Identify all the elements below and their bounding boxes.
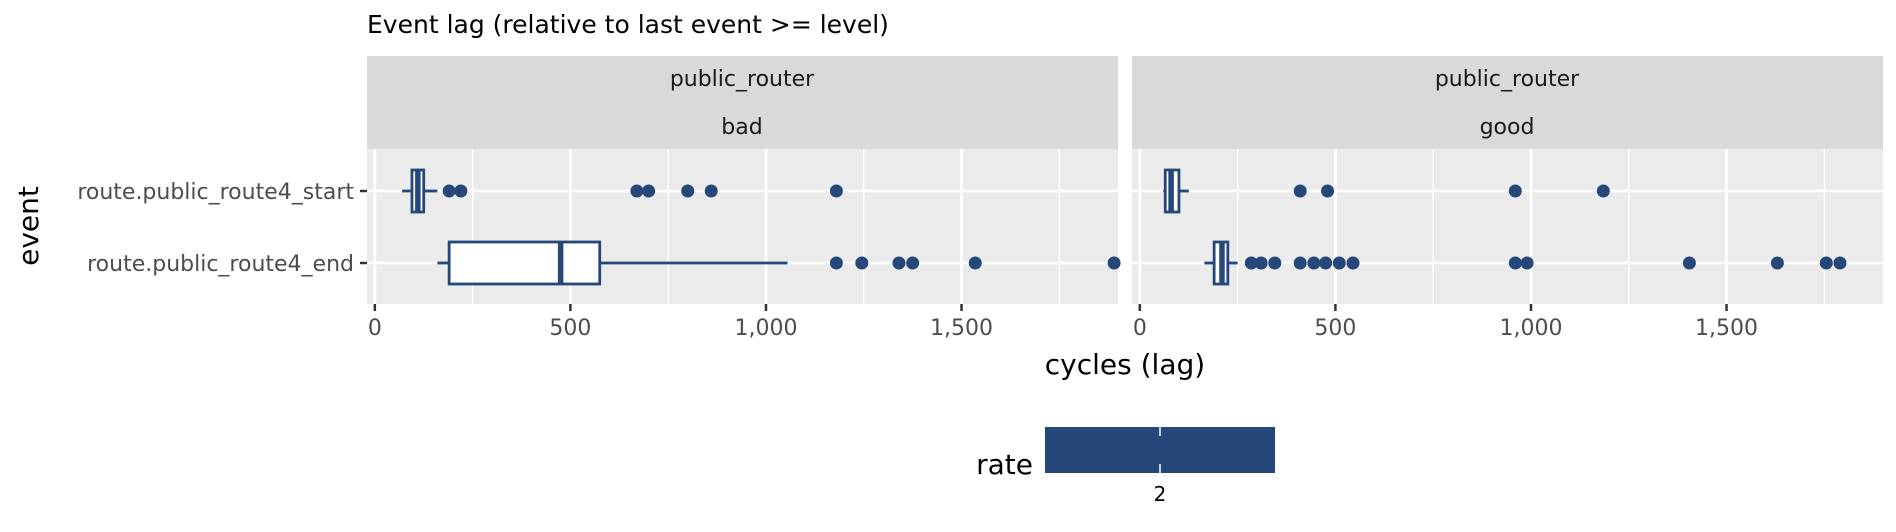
outlier-point	[1819, 256, 1833, 270]
outlier-point	[829, 256, 843, 270]
x-tick-label: 1,500	[930, 316, 993, 341]
x-axis: 0 500 1,000 1,500 0 500 1,000 1,500	[368, 304, 1758, 341]
y-axis-title: event	[12, 186, 45, 266]
outlier-point	[1508, 256, 1522, 270]
x-tick-label: 1,000	[734, 316, 797, 341]
facet-strip-label-rate: good	[1480, 115, 1535, 140]
outlier-point	[681, 184, 695, 198]
outlier-point	[630, 184, 644, 198]
outlier-point	[1293, 184, 1307, 198]
x-tick-label: 0	[368, 316, 382, 341]
x-axis-title: cycles (lag)	[1045, 348, 1205, 381]
box-iqr	[447, 240, 602, 286]
outlier-point	[1307, 256, 1321, 270]
outlier-point	[906, 256, 920, 270]
x-tick-label: 500	[1314, 316, 1356, 341]
outlier-point	[442, 184, 456, 198]
outlier-point	[1321, 184, 1335, 198]
outlier-point	[1319, 256, 1333, 270]
outlier-point	[1770, 256, 1784, 270]
outlier-point	[1107, 256, 1121, 270]
legend-label: 2	[1154, 482, 1167, 506]
outlier-point	[1293, 256, 1307, 270]
outlier-point	[704, 184, 718, 198]
legend: rate 2	[976, 427, 1275, 506]
x-tick-label: 0	[1133, 316, 1147, 341]
facet-strip-bad	[367, 56, 1118, 149]
chart-title: Event lag (relative to last event >= lev…	[367, 10, 889, 39]
y-tick-label: route.public_route4_start	[77, 180, 354, 205]
facet-strip-label-rate: bad	[721, 115, 762, 140]
outlier-point	[642, 184, 656, 198]
outlier-point	[968, 256, 982, 270]
y-tick-label: route.public_route4_end	[87, 252, 354, 277]
outlier-point	[1346, 256, 1360, 270]
outlier-point	[1833, 256, 1847, 270]
outlier-point	[1254, 256, 1268, 270]
outlier-point	[1332, 256, 1346, 270]
legend-title: rate	[976, 448, 1033, 481]
outlier-point	[1682, 256, 1696, 270]
outlier-point	[1596, 184, 1610, 198]
outlier-point	[892, 256, 906, 270]
outlier-point	[1244, 256, 1258, 270]
facet-strip-good	[1132, 56, 1883, 149]
outlier-point	[1520, 256, 1534, 270]
facet-strip-label-router: public_router	[1435, 67, 1580, 92]
outlier-point	[1268, 256, 1282, 270]
x-tick-label: 500	[549, 316, 591, 341]
facet-panel-good: public_router good	[1132, 56, 1883, 304]
outlier-point	[1508, 184, 1522, 198]
facet-strip-label-router: public_router	[670, 67, 815, 92]
outlier-point	[855, 256, 869, 270]
facet-panel-bad: public_router bad	[367, 56, 1121, 304]
x-tick-label: 1,000	[1499, 316, 1562, 341]
panel-background-good	[1132, 149, 1883, 304]
y-axis: route.public_route4_start route.public_ro…	[77, 180, 367, 277]
outlier-point	[454, 184, 468, 198]
outlier-point	[829, 184, 843, 198]
x-tick-label: 1,500	[1695, 316, 1758, 341]
